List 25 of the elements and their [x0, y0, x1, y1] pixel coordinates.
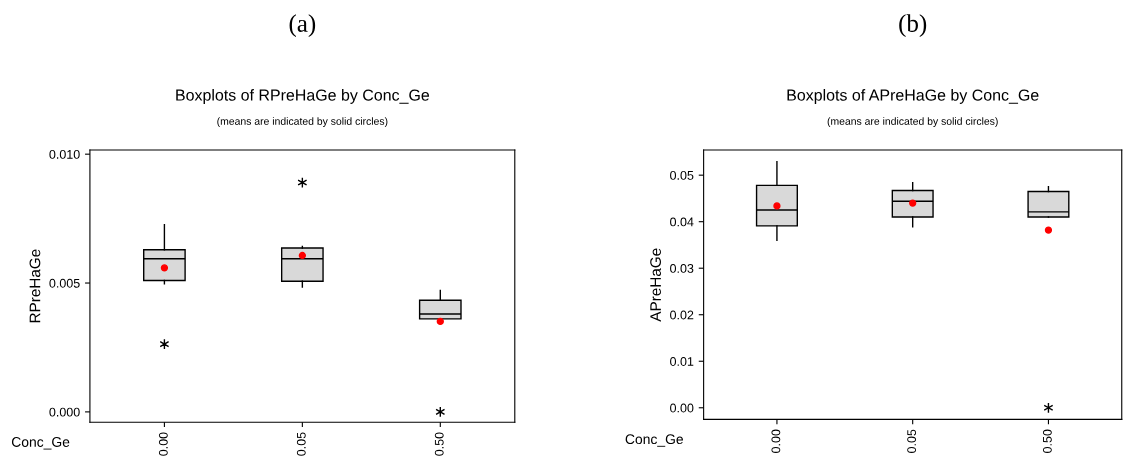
y-tick-label: 0.05 [670, 170, 694, 180]
x-tick-label: 0.00 [771, 429, 781, 453]
y-tick-label: 0.010 [49, 149, 80, 159]
y-tick-label: 0.000 [49, 407, 80, 417]
chart-subtitle: (means are indicated by solid circles) [217, 117, 388, 127]
x-tick-label: 0.50 [1042, 429, 1052, 453]
y-tick-label: 0.04 [670, 217, 694, 227]
text: (b) [899, 14, 927, 37]
y-tick-label: 0.02 [670, 310, 694, 320]
text: (a) [289, 14, 316, 37]
chart-title: Boxplots of RPreHaGe by Conc_Ge [176, 89, 430, 104]
y-axis-title: APreHaGe [650, 248, 661, 322]
y-tick-label: 0.00 [670, 403, 694, 413]
x-axis-title: Conc_Ge [625, 434, 683, 447]
y-axis-title: RPreHaGe [29, 249, 41, 323]
y-tick-label: 0.005 [49, 278, 80, 288]
chart-subtitle: (means are indicated by solid circles) [827, 117, 998, 127]
x-tick-label: 0.50 [434, 432, 444, 456]
x-tick-label: 0.00 [158, 432, 168, 456]
x-tick-label: 0.05 [296, 432, 306, 456]
x-tick-label: 0.05 [907, 429, 917, 453]
chart-title: Boxplots of APreHaGe by Conc_Ge [787, 89, 1039, 104]
x-axis-title: Conc_Ge [11, 437, 70, 450]
y-tick-label: 0.03 [670, 264, 694, 273]
y-tick-label: 0.01 [670, 357, 694, 366]
